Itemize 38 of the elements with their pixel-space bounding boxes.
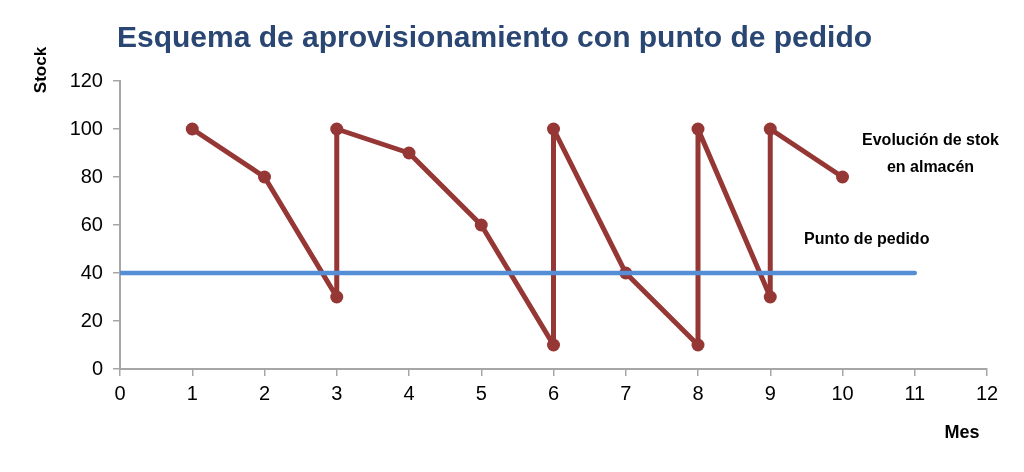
- y-axis-title: Stock: [30, 46, 50, 94]
- point: [547, 122, 560, 136]
- point: [547, 338, 560, 352]
- chart-title: Esquema de aprovisionamiento con punto de pedido: [117, 20, 873, 53]
- x-tick-label: 8: [692, 381, 704, 404]
- point: [763, 122, 777, 136]
- x-axis-title: Mes: [944, 421, 980, 442]
- x-tick-label: 3: [331, 381, 343, 404]
- x-tick-label: 0: [114, 381, 126, 404]
- point: [330, 122, 344, 136]
- x-tick-label: 10: [831, 381, 854, 404]
- y-tick-label: 120: [69, 68, 103, 91]
- point: [836, 170, 849, 184]
- x-tick-label: 4: [403, 381, 415, 404]
- y-tick-label: 80: [80, 164, 103, 187]
- x-tick-label: 1: [186, 381, 198, 404]
- x-tick-label: 12: [975, 381, 999, 404]
- point: [330, 290, 344, 304]
- x-tick-label: 9: [764, 381, 776, 404]
- point: [185, 122, 199, 136]
- y-tick-label: 0: [91, 356, 103, 379]
- series-label: Evolución de stok en almacén: [862, 131, 1000, 176]
- point: [258, 170, 271, 184]
- series-label: Punto de pedido: [804, 230, 930, 248]
- y-tick-label: 40: [80, 260, 103, 283]
- point: [402, 146, 416, 160]
- point: [474, 218, 488, 232]
- y-tick-label: 20: [80, 308, 103, 331]
- x-tick-label: 2: [258, 381, 271, 404]
- x-tick-label: 6: [547, 381, 560, 404]
- x-tick-label: 5: [475, 381, 487, 404]
- x-tick-label: 11: [904, 381, 926, 404]
- y-tick-label: 60: [80, 212, 103, 235]
- point: [691, 338, 705, 352]
- point: [691, 122, 705, 136]
- point: [763, 290, 777, 304]
- y-tick-label: 100: [69, 116, 103, 139]
- x-tick-label: 7: [620, 381, 632, 404]
